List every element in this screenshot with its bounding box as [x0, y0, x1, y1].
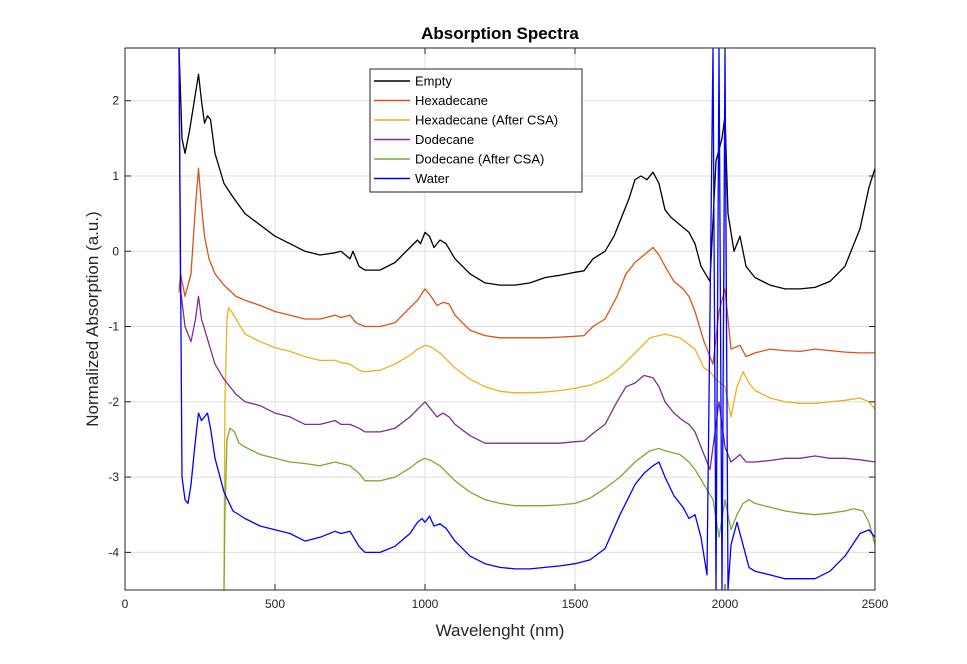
x-tick-label-2: 1000: [412, 597, 439, 611]
legend-entry-1: Hexadecane: [415, 93, 488, 108]
legend-entry-3: Dodecane: [415, 132, 474, 147]
legend: Empty Hexadecane Hexadecane (After CSA) Dod…: [369, 68, 583, 193]
x-tick-label-3: 1500: [562, 597, 589, 611]
series-line-hexadecane-after-csa: [223, 307, 875, 590]
y-tick-label-3: -1: [108, 320, 119, 334]
x-tick-label-4: 2000: [712, 597, 739, 611]
series-line-dodecane-after-csa: [223, 427, 875, 590]
x-tick-label-5: 2500: [862, 597, 889, 611]
y-tick-label-1: -3: [108, 470, 119, 484]
x-axis-label: Wavelenght (nm): [436, 621, 565, 640]
legend-entry-2: Hexadecane (After CSA): [415, 113, 558, 128]
series-line-water: [178, 48, 875, 590]
legend-box: [369, 68, 583, 193]
y-tick-label-6: 2: [112, 94, 119, 108]
axis-ticks: 0 500 1000 1500 2000 2500 -4 -3 -2 -1 0 1 2: [108, 48, 889, 611]
series-line-empty: [178, 48, 875, 290]
legend-entry-4: Dodecane (After CSA): [415, 152, 544, 167]
x-tick-label-1: 500: [265, 597, 285, 611]
series-line-dodecane: [178, 48, 875, 471]
y-tick-label-4: 0: [112, 244, 119, 258]
y-tick-label-5: 1: [112, 169, 119, 183]
x-tick-label-0: 0: [122, 597, 129, 611]
plot-area-border: [124, 47, 876, 591]
y-tick-label-2: -2: [108, 395, 119, 409]
legend-entry-0: Empty: [415, 74, 452, 89]
chart-title: Absorption Spectra: [421, 24, 579, 43]
legend-entry-5: Water: [415, 171, 450, 186]
y-tick-label-0: -4: [108, 545, 119, 559]
y-axis-label: Normalized Absorption (a.u.): [83, 211, 102, 426]
series-layer: [178, 48, 875, 590]
